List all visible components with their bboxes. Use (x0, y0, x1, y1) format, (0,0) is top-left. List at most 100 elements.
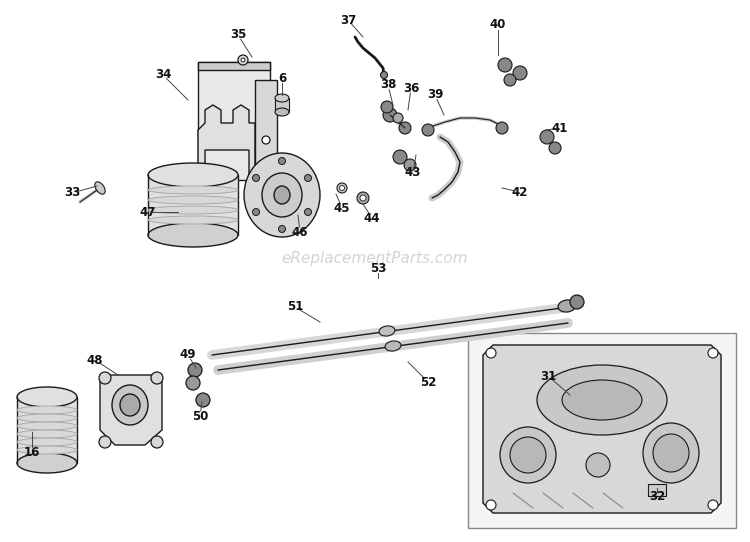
Bar (17, 397, 77, 463)
Text: 41: 41 (552, 121, 568, 134)
Text: 52: 52 (420, 376, 436, 389)
Circle shape (151, 372, 163, 384)
Ellipse shape (148, 186, 238, 194)
Text: 38: 38 (380, 79, 396, 92)
Text: 49: 49 (180, 349, 196, 362)
Circle shape (486, 500, 496, 510)
Ellipse shape (275, 108, 289, 116)
Circle shape (399, 122, 411, 134)
Ellipse shape (17, 422, 77, 430)
Circle shape (498, 58, 512, 72)
Circle shape (496, 122, 508, 134)
Circle shape (383, 108, 397, 122)
Circle shape (504, 74, 516, 86)
Circle shape (500, 427, 556, 483)
Polygon shape (483, 345, 721, 513)
Ellipse shape (148, 163, 238, 187)
Circle shape (188, 363, 202, 377)
Ellipse shape (643, 423, 699, 483)
Text: 53: 53 (370, 261, 386, 274)
Ellipse shape (244, 153, 320, 237)
Circle shape (196, 393, 210, 407)
Text: eReplacementParts.com: eReplacementParts.com (282, 250, 468, 266)
Circle shape (381, 101, 393, 113)
Text: 48: 48 (87, 353, 104, 366)
Circle shape (570, 295, 584, 309)
Circle shape (99, 372, 111, 384)
Text: 45: 45 (334, 202, 350, 215)
Circle shape (340, 185, 344, 190)
Text: 35: 35 (230, 29, 246, 42)
Circle shape (486, 348, 496, 358)
Text: 37: 37 (340, 14, 356, 27)
Circle shape (253, 175, 260, 182)
Ellipse shape (262, 173, 302, 217)
Circle shape (510, 437, 546, 473)
Ellipse shape (385, 341, 401, 351)
Text: 33: 33 (64, 186, 80, 199)
Bar (255, 80, 277, 210)
Polygon shape (198, 105, 255, 180)
Circle shape (238, 55, 248, 65)
Text: 42: 42 (512, 185, 528, 198)
Circle shape (304, 209, 311, 216)
Ellipse shape (558, 300, 576, 312)
Ellipse shape (562, 380, 642, 420)
Text: 44: 44 (364, 211, 380, 224)
Text: 50: 50 (192, 410, 208, 423)
Circle shape (513, 66, 527, 80)
Circle shape (241, 58, 245, 62)
Ellipse shape (17, 446, 77, 454)
Circle shape (540, 130, 554, 144)
Ellipse shape (17, 430, 77, 438)
Ellipse shape (653, 434, 689, 472)
Circle shape (422, 124, 434, 136)
Circle shape (151, 436, 163, 448)
Ellipse shape (17, 387, 77, 407)
Circle shape (186, 376, 200, 390)
Circle shape (360, 195, 366, 201)
Ellipse shape (17, 453, 77, 473)
Text: 32: 32 (649, 491, 665, 504)
Text: 46: 46 (292, 225, 308, 238)
Ellipse shape (17, 414, 77, 422)
Circle shape (239, 56, 247, 64)
Circle shape (404, 159, 416, 171)
Circle shape (262, 136, 270, 144)
Text: 47: 47 (140, 205, 156, 218)
Text: 36: 36 (403, 81, 419, 94)
Circle shape (549, 142, 561, 154)
Circle shape (586, 453, 610, 477)
Ellipse shape (275, 94, 289, 102)
Circle shape (253, 209, 260, 216)
Circle shape (278, 225, 286, 233)
Ellipse shape (274, 186, 290, 204)
Circle shape (393, 113, 403, 123)
Ellipse shape (120, 394, 140, 416)
Ellipse shape (148, 206, 238, 214)
Text: 51: 51 (286, 300, 303, 313)
Circle shape (278, 158, 286, 165)
Circle shape (357, 192, 369, 204)
Bar (275, 98, 289, 112)
Ellipse shape (17, 406, 77, 414)
Text: 31: 31 (540, 370, 556, 383)
Circle shape (304, 175, 311, 182)
Text: 40: 40 (490, 18, 506, 31)
Ellipse shape (148, 223, 238, 247)
Ellipse shape (17, 438, 77, 446)
Circle shape (99, 436, 111, 448)
Circle shape (708, 348, 718, 358)
Circle shape (337, 183, 347, 193)
Text: 6: 6 (278, 72, 286, 85)
Bar (468, 333, 736, 528)
Bar (148, 175, 238, 235)
Text: 43: 43 (405, 165, 422, 178)
Bar (648, 484, 666, 496)
Ellipse shape (379, 326, 395, 336)
Polygon shape (100, 375, 162, 445)
Ellipse shape (537, 365, 667, 435)
Ellipse shape (148, 216, 238, 224)
Text: 39: 39 (427, 88, 443, 101)
Ellipse shape (112, 385, 148, 425)
